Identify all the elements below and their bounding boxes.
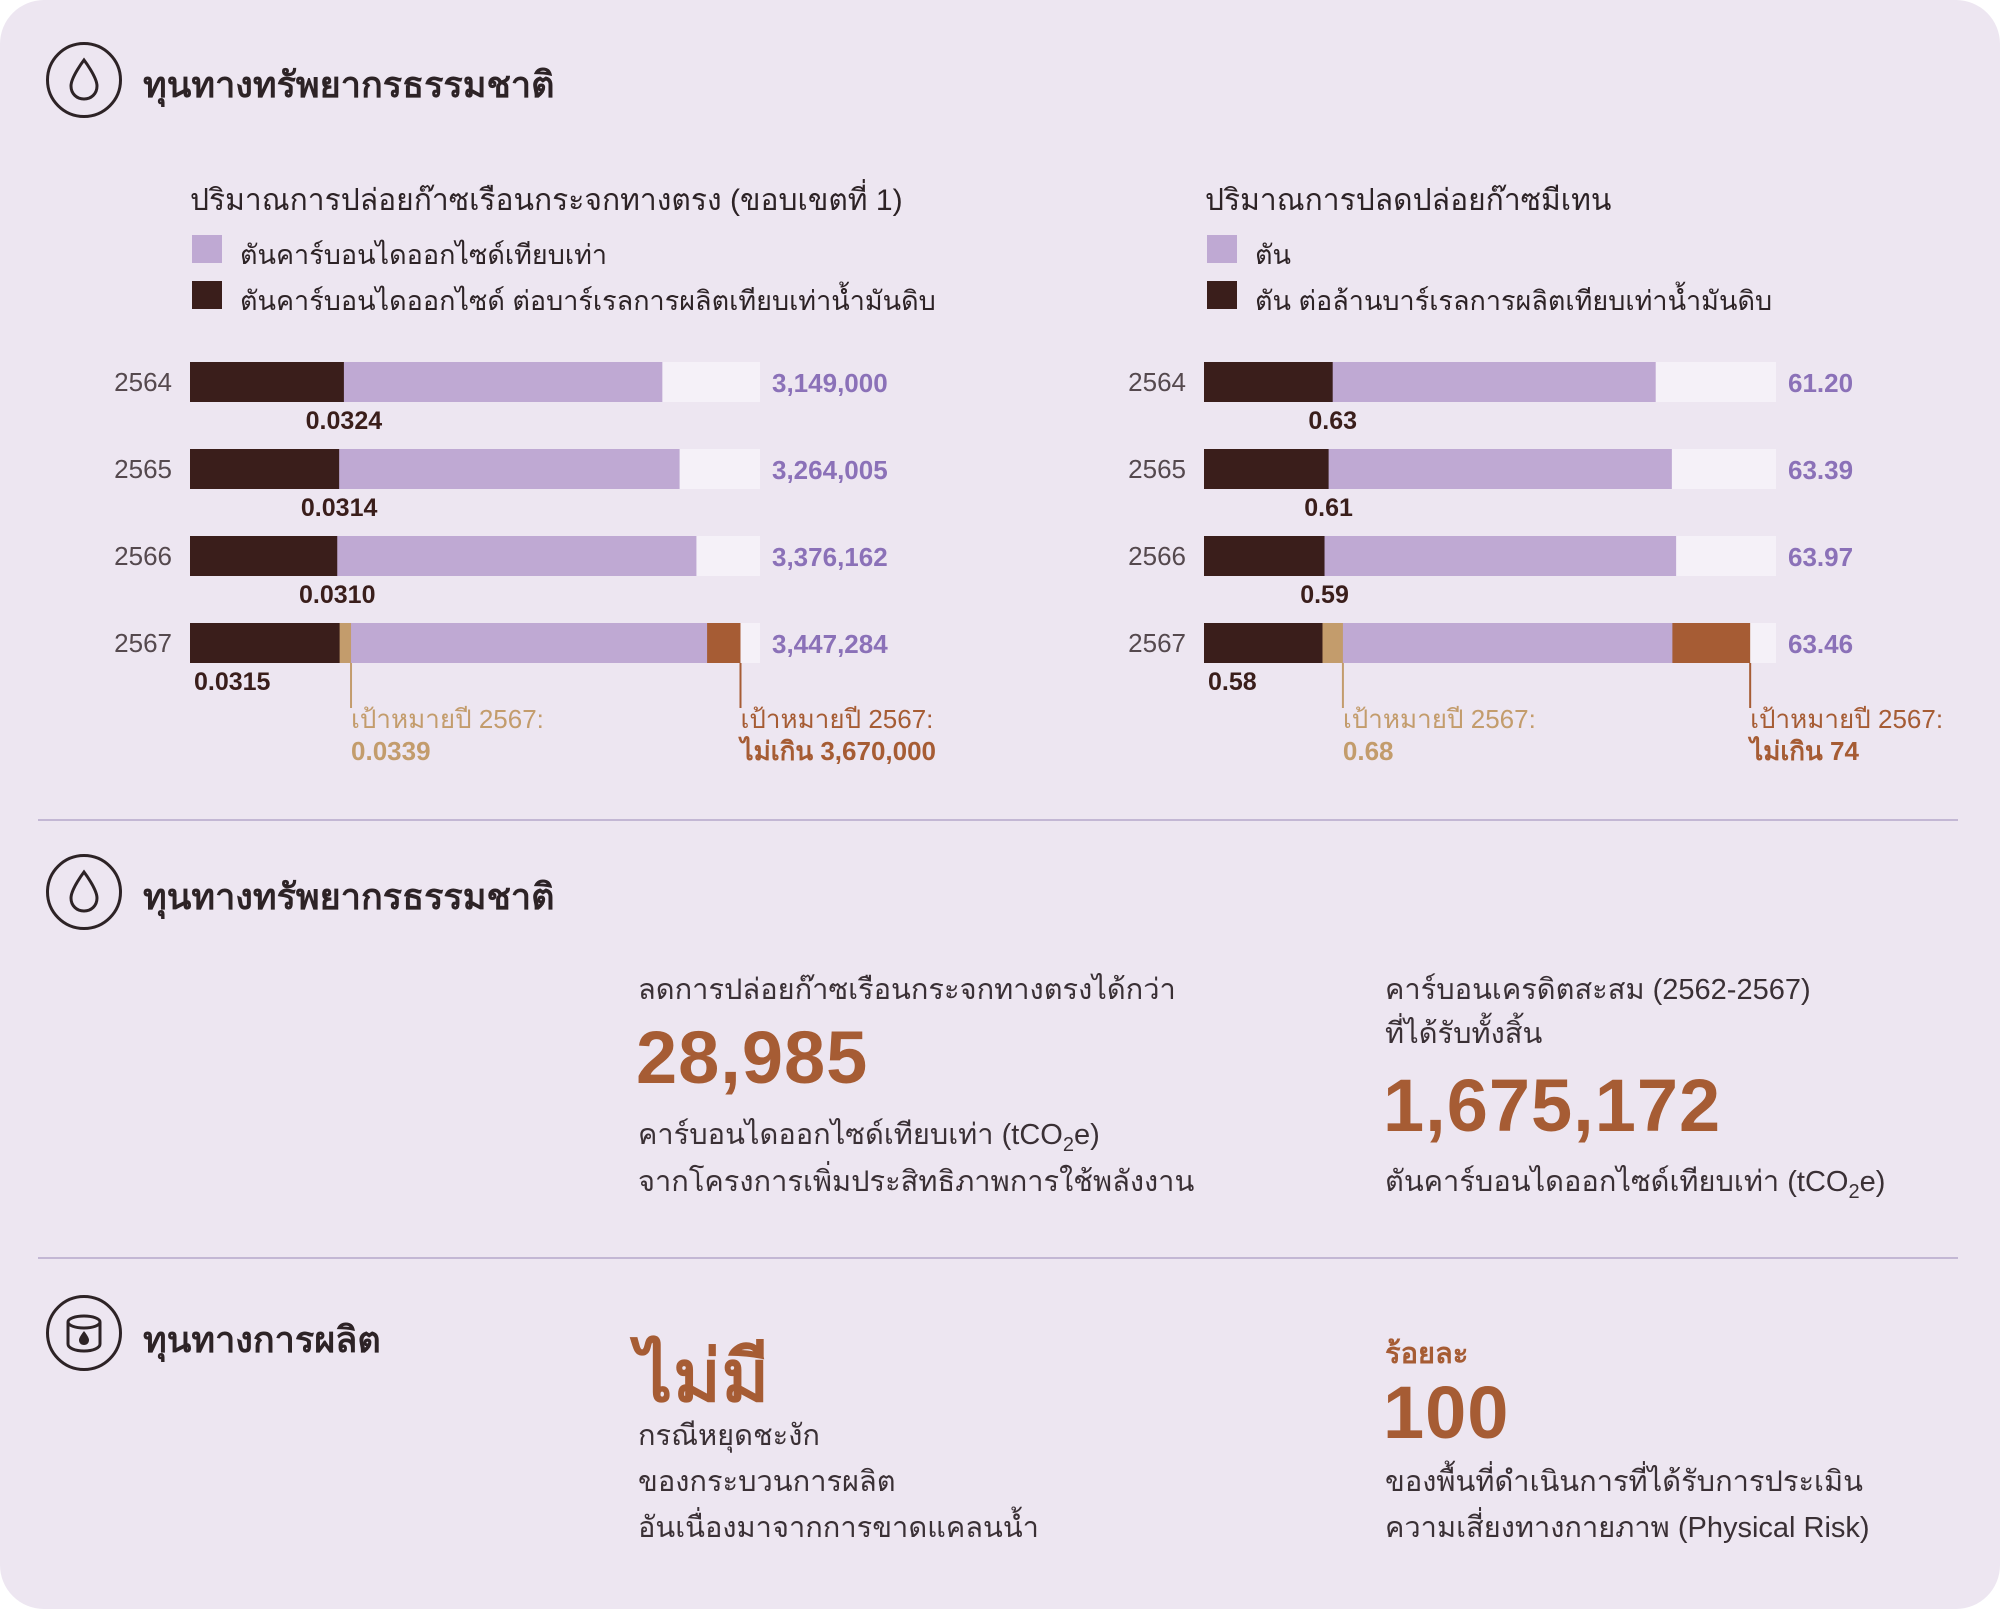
- ghg-reduction-desc: จากโครงการเพิ่มประสิทธิภาพการใช้พลังงาน: [638, 1166, 1195, 1198]
- legend-label: ตันคาร์บอนไดออกไซด์เทียบเท่า: [240, 240, 608, 270]
- water-drop-icon: [46, 854, 122, 930]
- intensity-bar: [1204, 449, 1329, 489]
- year-tick-label: 2565: [114, 454, 172, 484]
- disruption-desc-line3: อันเนื่องมาจากการขาดแคลนน้ำ: [638, 1512, 1039, 1544]
- target-total-label: เป้าหมายปี 2567:: [1750, 704, 1943, 734]
- target-intensity-label: เป้าหมายปี 2567:: [351, 704, 544, 734]
- total-value-label: 3,149,000: [772, 368, 888, 398]
- legend-label: ตัน: [1255, 240, 1291, 270]
- intensity-value-label: 0.0324: [306, 407, 383, 435]
- intensity-bar: [190, 623, 340, 663]
- total-value-label: 63.39: [1788, 455, 1853, 485]
- intensity-bar: [1204, 362, 1333, 402]
- target-total-value: ไม่เกิน 74: [1747, 735, 1859, 766]
- disruption-desc-line1: กรณีหยุดชะงัก: [638, 1420, 820, 1452]
- disruption-value: ไม่มี: [636, 1337, 771, 1417]
- legend-label: ตันคาร์บอนไดออกไซด์ ต่อบาร์เรลการผลิตเที…: [240, 286, 936, 316]
- chart2-methane-emissions: 2564 61.20 0.63 2565 63.39 0.61 2566 63.97 0.59 2…: [1128, 362, 1943, 766]
- water-drop-icon: [46, 42, 122, 118]
- total-value-label: 63.97: [1788, 542, 1853, 572]
- year-tick-label: 2566: [114, 541, 172, 571]
- legend-swatch: [192, 281, 222, 309]
- target-intensity-value: 0.68: [1343, 736, 1394, 766]
- chart1-ghg-emissions: 2564 3,149,000 0.0324 2565 3,264,005 0.0314 25…: [114, 362, 937, 766]
- oil-barrel-icon: [46, 1295, 122, 1371]
- chart1-title: ปริมาณการปล่อยก๊าซเรือนกระจกทางตรง (ขอบเ…: [190, 184, 903, 217]
- section-divider: [38, 1257, 1958, 1259]
- year-tick-label: 2565: [1128, 454, 1186, 484]
- intensity-bar: [190, 536, 338, 576]
- carbon-credit-value: 1,675,172: [1383, 1064, 1722, 1147]
- ghg-reduction-label: ลดการปล่อยก๊าซเรือนกระจกทางตรงได้กว่า: [638, 974, 1176, 1006]
- year-tick-label: 2566: [1128, 541, 1186, 571]
- intensity-value-label: 0.58: [1208, 668, 1257, 696]
- target-total-value: ไม่เกิน 3,670,000: [738, 735, 937, 766]
- section-title-natural-resources: ทุนทางทรัพยากรธรรมชาติ: [143, 64, 555, 105]
- total-value-label: 3,264,005: [772, 455, 888, 485]
- physical-risk-prefix: ร้อยละ: [1385, 1338, 1469, 1370]
- total-value-label: 61.20: [1788, 368, 1853, 398]
- total-value-label: 3,376,162: [772, 542, 888, 572]
- target-intensity-label: เป้าหมายปี 2567:: [1343, 704, 1536, 734]
- intensity-value-label: 0.63: [1308, 407, 1357, 435]
- legend-swatch: [1207, 281, 1237, 309]
- target-total-label: เป้าหมายปี 2567:: [741, 704, 934, 734]
- year-tick-label: 2567: [114, 628, 172, 658]
- ghg-reduction-value: 28,985: [636, 1016, 869, 1099]
- section-title-manufactured-capital: ทุนทางการผลิต: [143, 1319, 381, 1360]
- intensity-bar: [1204, 536, 1325, 576]
- year-tick-label: 2567: [1128, 628, 1186, 658]
- legend-label: ตัน ต่อล้านบาร์เรลการผลิตเทียบเท่าน้ำมัน…: [1255, 286, 1773, 316]
- year-tick-label: 2564: [114, 367, 172, 397]
- intensity-bar: [190, 449, 340, 489]
- carbon-credit-label-line1: คาร์บอนเครดิตสะสม (2562-2567): [1385, 974, 1811, 1006]
- carbon-credit-label-line2: ที่ได้รับทั้งสิ้น: [1385, 1018, 1543, 1050]
- intensity-value-label: 0.59: [1300, 581, 1349, 609]
- physical-risk-desc-line2: ความเสี่ยงทางกายภาพ (Physical Risk): [1385, 1512, 1870, 1544]
- total-value-label: 3,447,284: [772, 629, 888, 659]
- intensity-bar: [1204, 623, 1323, 663]
- physical-risk-desc-line1: ของพื้นที่ดำเนินการที่ได้รับการประเมิน: [1385, 1466, 1863, 1498]
- intensity-value-label: 0.0310: [299, 581, 375, 609]
- legend-swatch: [192, 235, 222, 263]
- section-divider: [38, 819, 1958, 821]
- legend-swatch: [1207, 235, 1237, 263]
- intensity-value-label: 0.0315: [194, 668, 271, 696]
- total-value-label: 63.46: [1788, 629, 1853, 659]
- intensity-bar: [190, 362, 344, 402]
- intensity-value-label: 0.0314: [301, 494, 378, 522]
- section-title-natural-resources: ทุนทางทรัพยากรธรรมชาติ: [143, 876, 555, 917]
- carbon-credit-unit: ตันคาร์บอนไดออกไซด์เทียบเท่า (tCO2e): [1385, 1166, 1886, 1203]
- chart2-title: ปริมาณการปลดปล่อยก๊าซมีเทน: [1205, 184, 1612, 217]
- ghg-reduction-unit: คาร์บอนไดออกไซด์เทียบเท่า (tCO2e): [638, 1119, 1100, 1156]
- year-tick-label: 2564: [1128, 367, 1186, 397]
- intensity-value-label: 0.61: [1304, 494, 1353, 522]
- target-intensity-value: 0.0339: [351, 736, 431, 766]
- disruption-desc-line2: ของกระบวนการผลิต: [638, 1466, 896, 1498]
- physical-risk-value: 100: [1383, 1371, 1510, 1454]
